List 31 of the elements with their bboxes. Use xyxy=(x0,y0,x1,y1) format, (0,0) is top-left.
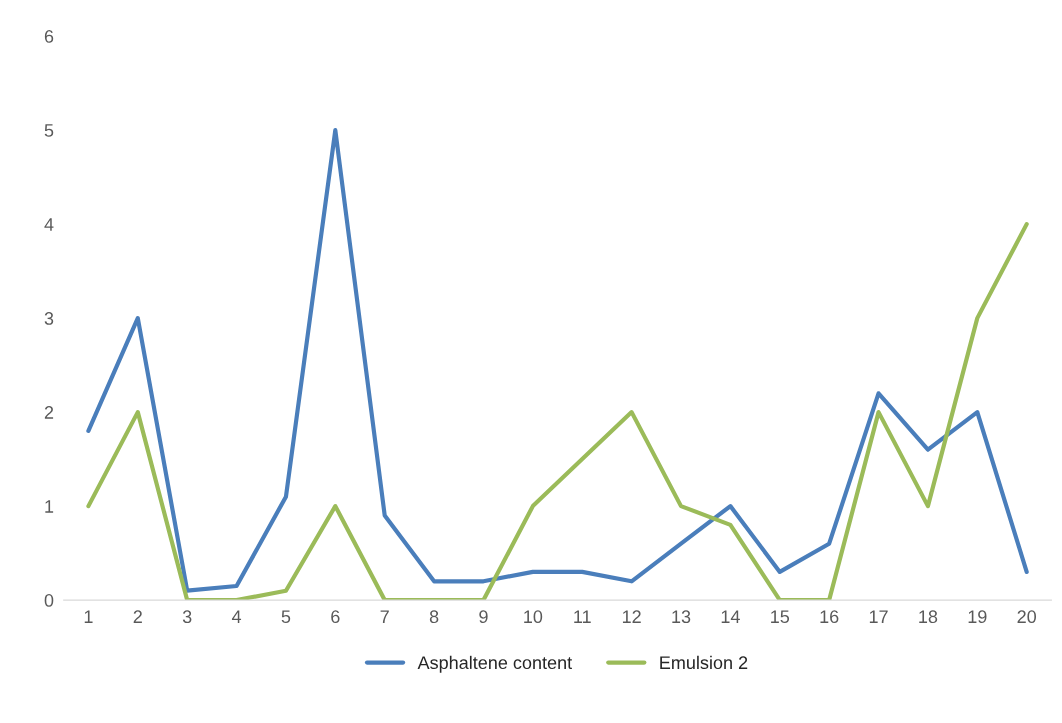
x-tick-label: 15 xyxy=(771,610,790,624)
y-tick-label: 5 xyxy=(44,124,54,137)
x-tick-label: 6 xyxy=(331,610,340,624)
y-tick-label: 2 xyxy=(44,406,54,419)
x-tick-label: 12 xyxy=(622,610,641,623)
x-tick-label: 7 xyxy=(380,610,389,623)
x-tick-label: 2 xyxy=(133,610,142,623)
x-tick-label: 10 xyxy=(524,610,543,624)
x-tick-label: 1 xyxy=(84,610,93,623)
x-tick-label: 9 xyxy=(479,610,488,624)
legend-label: Asphaltene content xyxy=(417,655,573,673)
x-tick-label: 19 xyxy=(968,610,987,624)
x-tick-label: 3 xyxy=(182,610,192,624)
legend-label: Emulsion 2 xyxy=(660,655,748,670)
y-tick-label: 4 xyxy=(44,218,54,231)
x-tick-label: 17 xyxy=(869,610,888,623)
y-tick-label: 3 xyxy=(44,312,54,325)
x-tick-label: 13 xyxy=(672,610,691,624)
x-tick-label: 18 xyxy=(919,610,938,624)
x-tick-label: 14 xyxy=(721,610,740,623)
y-tick-label: 6 xyxy=(44,30,54,43)
x-tick-label: 4 xyxy=(231,610,242,623)
x-tick-label: 16 xyxy=(820,610,839,624)
x-tick-label: 11 xyxy=(574,610,591,623)
y-tick-label: 1 xyxy=(45,500,54,513)
x-tick-label: 20 xyxy=(1017,610,1037,624)
line-series xyxy=(86,128,1029,593)
line-series xyxy=(86,222,1029,601)
y-tick-label: 0 xyxy=(44,594,54,607)
x-tick-label: 5 xyxy=(281,610,291,624)
x-tick-label: 8 xyxy=(429,610,439,624)
